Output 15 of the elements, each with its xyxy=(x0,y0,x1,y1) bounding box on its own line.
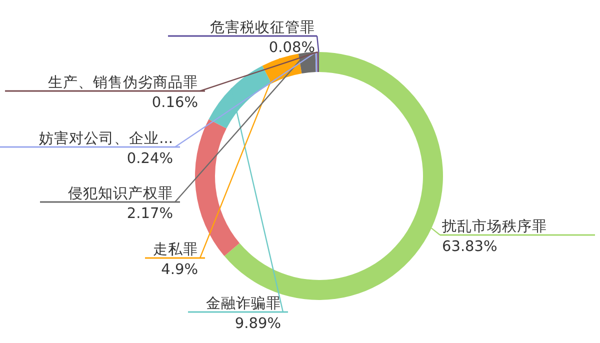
data-label: 63.83% xyxy=(442,239,498,255)
data-label: 4.9% xyxy=(161,262,198,278)
data-label: 2.17% xyxy=(126,206,173,222)
slice-label: 金融诈骗罪 xyxy=(206,295,281,312)
data-label: 9.89% xyxy=(234,316,281,332)
donut-slice xyxy=(195,119,240,256)
slice-label: 走私罪 xyxy=(153,241,198,258)
slice-label: 危害税收征管罪 xyxy=(210,19,315,36)
slice-label: 扰乱市场秩序罪 xyxy=(441,218,547,235)
slice-label: 侵犯知识产权罪 xyxy=(68,185,173,202)
slice-label: 生产、销售伪劣商品罪 xyxy=(48,74,198,91)
data-label: 0.16% xyxy=(152,95,198,111)
slice-label: 妨害对公司、企业... xyxy=(39,130,173,147)
data-label: 0.08% xyxy=(268,40,315,56)
data-label: 0.24% xyxy=(126,151,173,167)
